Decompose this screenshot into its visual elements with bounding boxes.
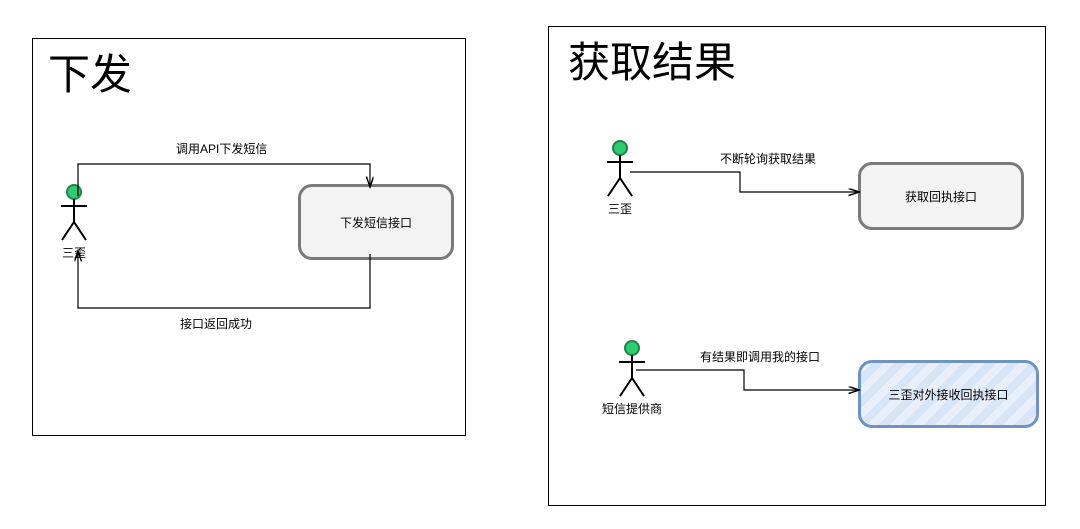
edge-polling	[630, 172, 858, 192]
right-edges	[0, 0, 1080, 529]
edge-callback	[636, 370, 858, 390]
diagram-canvas: 下发 三歪 下发短信接口 调用API下发短信 接口返回成功 获取结果	[0, 0, 1080, 529]
edge-label-polling: 不断轮询获取结果	[720, 150, 816, 167]
edge-label-callback: 有结果即调用我的接口	[700, 348, 820, 365]
